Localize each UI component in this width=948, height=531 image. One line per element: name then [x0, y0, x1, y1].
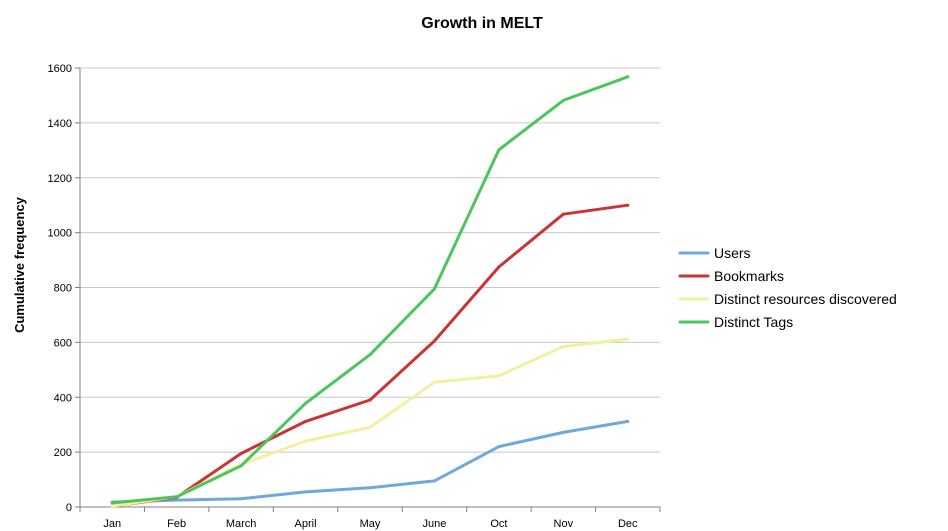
y-tick-labels: 0 200 400 600 800 1000 1200 1400 1600 [48, 63, 72, 514]
data-point [497, 265, 501, 269]
data-point [432, 479, 436, 483]
data-point [497, 148, 501, 152]
x-tick-label: May [360, 518, 381, 530]
axis-layer [75, 67, 661, 512]
y-tick-label: 1000 [48, 228, 72, 240]
x-tick-label: Jan [103, 518, 121, 530]
y-tick-label: 600 [54, 337, 72, 349]
data-point [497, 374, 501, 378]
legend-item: Bookmarks [678, 268, 784, 284]
legend-item: Users [678, 245, 751, 261]
y-axis-label: Cumulative frequency [12, 196, 27, 333]
grid-layer [80, 67, 660, 453]
x-tick-label: Dec [618, 518, 638, 530]
data-point [175, 498, 179, 502]
data-point [561, 344, 565, 348]
legend-label: Users [714, 245, 751, 261]
series-2 [110, 337, 630, 508]
data-point [304, 490, 308, 494]
legend-item: Distinct resources discovered [678, 291, 897, 307]
legend-item: Distinct Tags [678, 314, 793, 330]
x-tick-label: Nov [554, 518, 574, 530]
data-point [432, 339, 436, 343]
legend-label: Bookmarks [714, 268, 784, 284]
y-tick-label: 1400 [48, 118, 72, 130]
data-point [561, 212, 565, 216]
x-tick-labels: Jan Feb March April May June Oct Nov Dec [103, 518, 638, 530]
y-tick-label: 800 [54, 283, 72, 295]
data-point [239, 464, 243, 468]
legend-label: Distinct Tags [714, 314, 793, 330]
y-tick-label: 1600 [48, 63, 72, 75]
series-line [110, 75, 630, 505]
data-point [626, 337, 630, 341]
data-point [432, 380, 436, 384]
data-point [175, 495, 179, 499]
data-point [561, 430, 565, 434]
y-tick-label: 400 [54, 392, 72, 404]
x-tick-label: March [226, 518, 257, 530]
data-point [239, 497, 243, 501]
data-point [368, 425, 372, 429]
data-point [561, 98, 565, 102]
data-point [304, 439, 308, 443]
data-point [432, 287, 436, 291]
x-tick-label: Oct [490, 518, 507, 530]
data-point [368, 486, 372, 490]
data-point [368, 353, 372, 357]
x-tick-label: April [295, 518, 317, 530]
data-point [110, 504, 114, 508]
data-point [110, 501, 114, 505]
legend-label: Distinct resources discovered [714, 291, 897, 307]
data-point [497, 445, 501, 449]
series-line [110, 337, 630, 508]
x-tick-label: Feb [167, 518, 186, 530]
data-point [626, 75, 630, 79]
series-layer [110, 75, 630, 508]
y-tick-label: 1200 [48, 173, 72, 185]
chart-title: Growth in MELT [421, 15, 543, 32]
data-point [239, 451, 243, 455]
data-point [368, 398, 372, 402]
data-point [626, 203, 630, 207]
y-tick-label: 0 [66, 502, 72, 514]
legend: Users Bookmarks Distinct resources discove… [678, 245, 897, 330]
x-tick-label: June [423, 518, 447, 530]
data-point [304, 419, 308, 423]
data-point [304, 401, 308, 405]
data-point [626, 419, 630, 423]
series-3 [110, 75, 630, 505]
y-tick-label: 200 [54, 447, 72, 459]
